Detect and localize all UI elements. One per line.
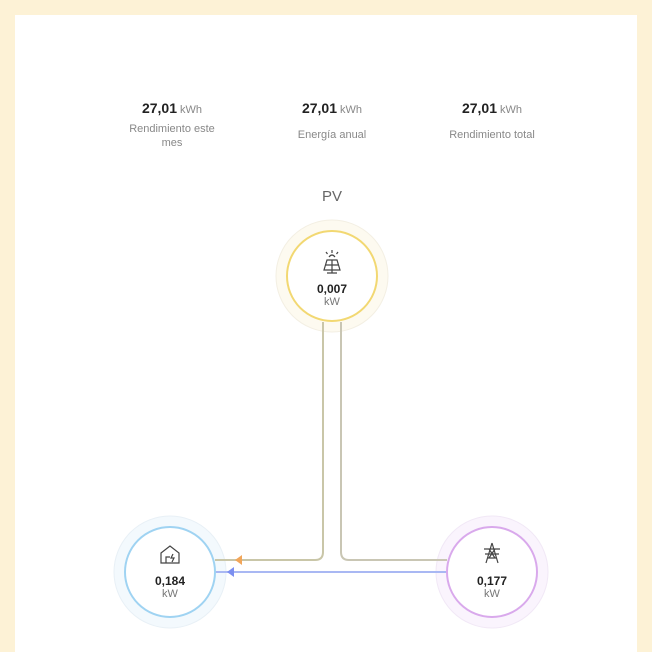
stat-label: Rendimiento este mes <box>129 123 215 149</box>
grid-icon <box>484 542 500 564</box>
grid-arrow <box>227 567 234 577</box>
grid-reading: 0,177 kW <box>452 574 532 600</box>
pv-to-grid-line <box>340 322 447 561</box>
home-reading: 0,184 kW <box>130 574 210 600</box>
node-unit: kW <box>324 296 340 308</box>
pv-arrow <box>235 555 242 565</box>
pv-circle <box>286 230 378 322</box>
stat: 27,01 kWh Rendimiento total <box>422 100 562 142</box>
stat-value: 27,01 <box>301 100 338 116</box>
node-unit: kW <box>484 588 500 600</box>
stat-value: 27,01 <box>461 100 498 116</box>
pv-label: PV <box>321 188 342 205</box>
stat-value-row: 27,01 kWh <box>422 100 562 118</box>
solar-icon <box>323 250 341 274</box>
pv-to-home-line <box>215 322 324 561</box>
stat-unit: kWh <box>500 104 523 116</box>
stat-label: Energía anual <box>297 129 367 141</box>
stat-value-row: 27,01 kWh <box>262 100 402 118</box>
stat: 27,01 kWh Rendimiento este mes <box>127 100 217 150</box>
node-value: 0,007 <box>316 282 348 296</box>
stat-unit: kWh <box>340 104 363 116</box>
stat-label: Rendimiento total <box>449 129 535 141</box>
home-icon <box>160 545 180 564</box>
pv-reading: 0,007 kW <box>292 282 372 308</box>
stat-unit: kWh <box>180 104 203 116</box>
node-value: 0,177 <box>476 574 508 588</box>
home-circle <box>124 526 216 618</box>
stat: 27,01 kWh Energía anual <box>262 100 402 142</box>
node-unit: kW <box>162 588 178 600</box>
node-value: 0,184 <box>154 574 186 588</box>
stat-value-row: 27,01 kWh <box>127 100 217 118</box>
grid-circle <box>446 526 538 618</box>
stat-value: 27,01 <box>141 100 178 116</box>
